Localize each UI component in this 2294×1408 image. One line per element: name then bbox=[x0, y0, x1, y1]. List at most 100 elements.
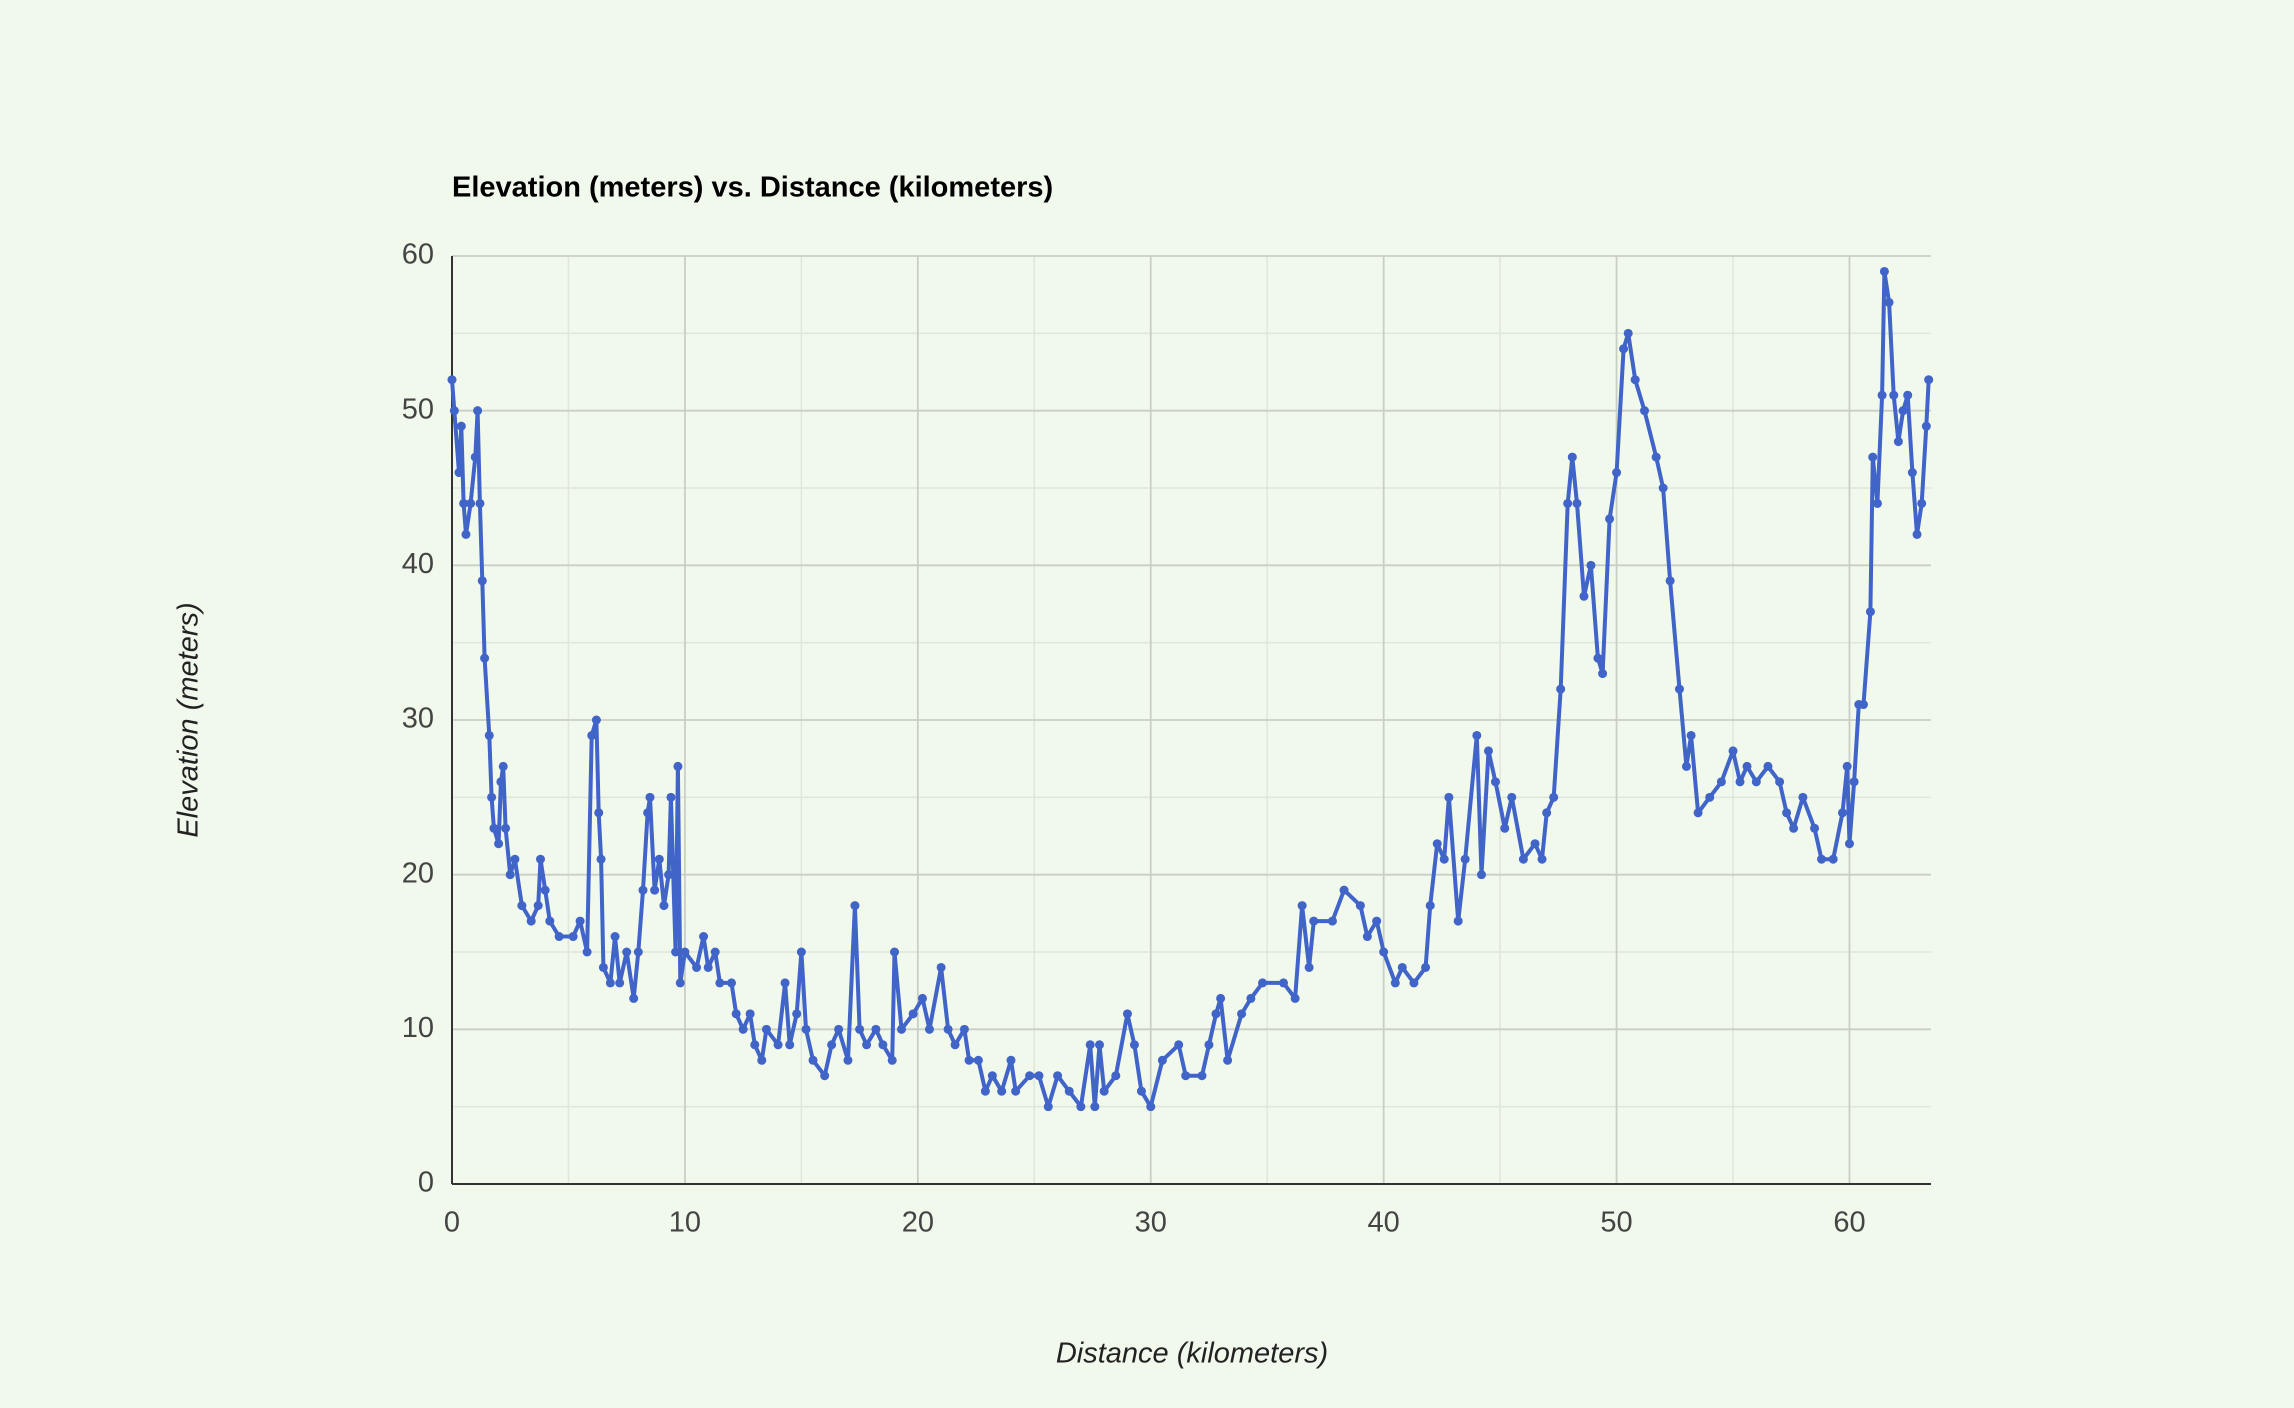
point bbox=[862, 1040, 872, 1050]
point bbox=[459, 498, 469, 508]
point bbox=[610, 932, 620, 942]
point bbox=[1619, 344, 1629, 354]
point bbox=[643, 808, 653, 818]
point bbox=[710, 947, 720, 957]
point bbox=[692, 962, 702, 972]
point bbox=[1879, 266, 1889, 276]
point bbox=[980, 1086, 990, 1096]
point bbox=[897, 1024, 907, 1034]
point bbox=[1223, 1055, 1233, 1065]
x-tick-label: 40 bbox=[1368, 1207, 1400, 1239]
point bbox=[1076, 1102, 1086, 1112]
point bbox=[501, 823, 511, 833]
point bbox=[475, 498, 485, 508]
point bbox=[666, 792, 676, 802]
point bbox=[987, 1071, 997, 1081]
point bbox=[1211, 1009, 1221, 1019]
point bbox=[1064, 1086, 1074, 1096]
point bbox=[1828, 854, 1838, 864]
point bbox=[726, 978, 736, 988]
point bbox=[1751, 777, 1761, 787]
point bbox=[1025, 1071, 1035, 1081]
point bbox=[1605, 514, 1615, 524]
point bbox=[1490, 777, 1500, 787]
point bbox=[489, 823, 499, 833]
point bbox=[843, 1055, 853, 1065]
y-axis-title: Elevation (meters) bbox=[173, 602, 205, 837]
point bbox=[545, 916, 555, 926]
point bbox=[1453, 916, 1463, 926]
point bbox=[878, 1040, 888, 1050]
point bbox=[1705, 792, 1715, 802]
point bbox=[582, 947, 592, 957]
point bbox=[1775, 777, 1785, 787]
point bbox=[780, 978, 790, 988]
point bbox=[461, 529, 471, 539]
point bbox=[887, 1055, 897, 1065]
point bbox=[1309, 916, 1319, 926]
point bbox=[1542, 808, 1552, 818]
point bbox=[1472, 730, 1482, 740]
point bbox=[1053, 1071, 1063, 1081]
point bbox=[1216, 993, 1226, 1003]
point bbox=[1099, 1086, 1109, 1096]
point bbox=[1421, 962, 1431, 972]
point bbox=[1907, 468, 1917, 478]
point bbox=[785, 1040, 795, 1050]
point bbox=[1849, 777, 1859, 787]
point bbox=[494, 839, 504, 849]
point bbox=[827, 1040, 837, 1050]
point bbox=[466, 498, 476, 508]
point bbox=[517, 901, 527, 911]
point bbox=[664, 870, 674, 880]
point bbox=[761, 1024, 771, 1034]
point bbox=[964, 1055, 974, 1065]
x-tick-label: 20 bbox=[902, 1207, 934, 1239]
point bbox=[1593, 653, 1603, 663]
point bbox=[1129, 1040, 1139, 1050]
x-tick-label: 0 bbox=[444, 1207, 460, 1239]
point bbox=[536, 854, 546, 864]
point bbox=[1409, 978, 1419, 988]
point bbox=[1355, 901, 1365, 911]
point bbox=[1258, 978, 1268, 988]
point bbox=[449, 406, 459, 416]
point bbox=[1893, 437, 1903, 447]
point bbox=[917, 993, 927, 1003]
point bbox=[1789, 823, 1799, 833]
point bbox=[959, 1024, 969, 1034]
point bbox=[654, 854, 664, 864]
point bbox=[1782, 808, 1792, 818]
point bbox=[673, 761, 683, 771]
point bbox=[477, 576, 487, 586]
point bbox=[1197, 1071, 1207, 1081]
point bbox=[1174, 1040, 1184, 1050]
point bbox=[1872, 498, 1882, 508]
point bbox=[738, 1024, 748, 1034]
point bbox=[470, 452, 480, 462]
point bbox=[745, 1009, 755, 1019]
point bbox=[1530, 839, 1540, 849]
point bbox=[1903, 390, 1913, 400]
point bbox=[757, 1055, 767, 1065]
point bbox=[1379, 947, 1389, 957]
point bbox=[1556, 684, 1566, 694]
point bbox=[1665, 576, 1675, 586]
point bbox=[1297, 901, 1307, 911]
point bbox=[633, 947, 643, 957]
point bbox=[1500, 823, 1510, 833]
point bbox=[1763, 761, 1773, 771]
point bbox=[650, 885, 660, 895]
point bbox=[587, 730, 597, 740]
y-tick-label: 50 bbox=[402, 393, 434, 425]
chart-title: Elevation (meters) vs. Distance (kilomet… bbox=[452, 172, 1053, 204]
point bbox=[1693, 808, 1703, 818]
y-tick-label: 20 bbox=[402, 857, 434, 889]
point bbox=[554, 932, 564, 942]
point bbox=[936, 962, 946, 972]
point bbox=[575, 916, 585, 926]
y-tick-label: 0 bbox=[418, 1167, 434, 1199]
point bbox=[1898, 406, 1908, 416]
